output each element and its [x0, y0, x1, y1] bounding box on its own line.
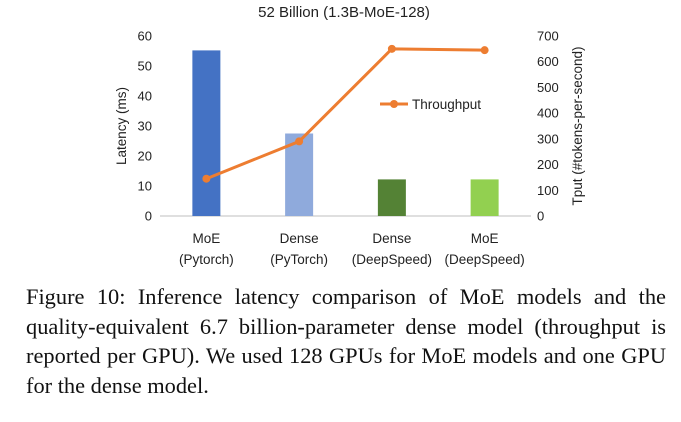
left-tick-label: 60 [138, 29, 152, 44]
chart-title: 52 Billion (1.3B-MoE-128) [258, 4, 430, 21]
bar-0 [192, 50, 221, 217]
right-tick-label: 400 [537, 106, 559, 121]
left-tick-labels: 0 10 20 30 40 50 60 [138, 29, 152, 224]
bar-2 [377, 179, 406, 216]
category-label: Dense [372, 231, 411, 246]
category-label: MoE [471, 231, 499, 246]
right-tick-labels: 0 100 200 300 400 500 600 700 [537, 29, 559, 224]
left-tick-label: 30 [138, 119, 152, 134]
left-tick-label: 0 [145, 209, 152, 224]
bars-group [192, 50, 499, 217]
category-label: (PyTorch) [270, 252, 328, 267]
category-label: Dense [280, 231, 319, 246]
legend-marker-swatch [390, 100, 398, 108]
y-axis-label-right: Tput (#tokens-per-second) [570, 46, 585, 205]
category-labels: MoE (Pytorch) Dense (PyTorch) Dense (DeepSpee… [179, 231, 525, 267]
right-tick-label: 600 [537, 54, 559, 69]
legend-label: Throughput [412, 97, 481, 112]
figure-caption: Figure 10: Inference latency comparison … [26, 284, 666, 398]
throughput-line-group [202, 44, 489, 183]
legend: Throughput [380, 97, 481, 112]
right-tick-label: 200 [537, 157, 559, 172]
throughput-point-0 [202, 174, 211, 183]
chart: 52 Billion (1.3B-MoE-128) Latency (ms) T… [114, 4, 585, 267]
right-tick-label: 100 [537, 183, 559, 198]
category-label: (DeepSpeed) [444, 252, 524, 267]
throughput-point-2 [387, 44, 396, 53]
left-tick-label: 20 [138, 149, 152, 164]
left-tick-label: 40 [138, 89, 152, 104]
bar-1 [285, 133, 314, 216]
left-tick-label: 50 [138, 59, 152, 74]
right-tick-label: 700 [537, 29, 559, 44]
right-tick-label: 300 [537, 131, 559, 146]
bar-3 [470, 179, 499, 216]
category-label: (Pytorch) [179, 252, 234, 267]
right-tick-label: 500 [537, 80, 559, 95]
throughput-point-1 [295, 137, 304, 146]
left-tick-label: 10 [138, 179, 152, 194]
category-label: MoE [192, 231, 220, 246]
category-label: (DeepSpeed) [352, 252, 432, 267]
throughput-line [205, 47, 485, 181]
throughput-point-3 [480, 46, 489, 55]
right-tick-label: 0 [537, 209, 544, 224]
y-axis-label-left: Latency (ms) [114, 87, 129, 165]
